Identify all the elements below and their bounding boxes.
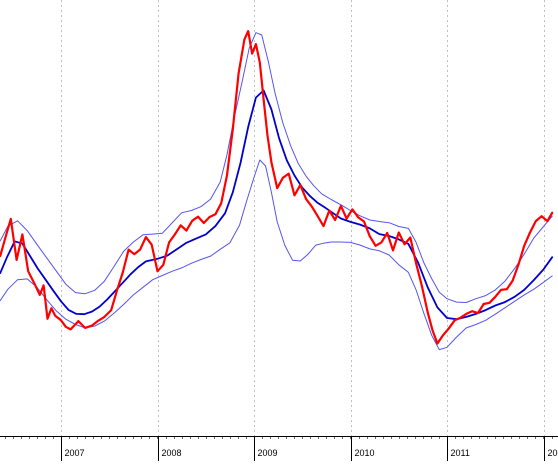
x-tick-label-2011: 2011 xyxy=(451,448,470,458)
series-moving-average-line xyxy=(0,90,552,319)
series-upper-band-line xyxy=(0,33,552,303)
x-axis: 2007 2008 2009 2010 2011 2012 xyxy=(0,436,558,461)
x-tick-label-2007: 2007 xyxy=(65,448,85,458)
x-tick-label-2012: 2012 xyxy=(548,448,558,458)
series-group xyxy=(0,31,552,350)
x-tick-label-2009: 2009 xyxy=(258,448,278,458)
x-tick-label-2010: 2010 xyxy=(355,448,375,458)
grid-lines xyxy=(62,0,545,436)
series-price-line xyxy=(0,31,552,343)
x-tick-label-2008: 2008 xyxy=(162,448,182,458)
